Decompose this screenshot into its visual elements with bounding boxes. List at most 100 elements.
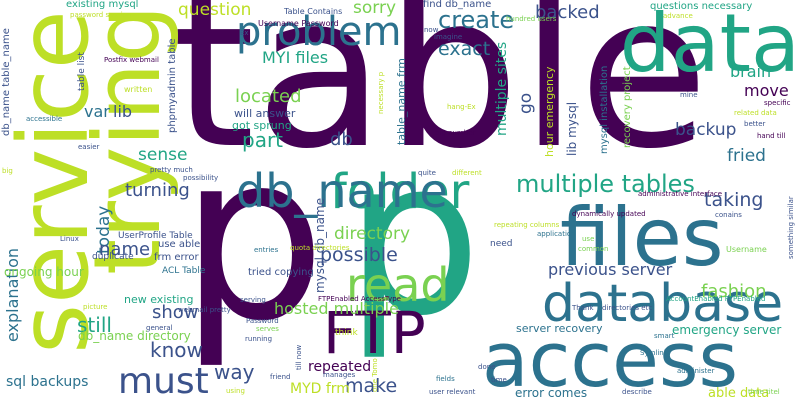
cloud-word: Password: [246, 317, 279, 325]
cloud-word: quota directories: [290, 244, 350, 252]
cloud-word: ACL Table: [162, 266, 206, 276]
cloud-word: general: [146, 324, 173, 332]
cloud-word: use: [582, 235, 595, 243]
cloud-word: AccountEnabled FTPEnabled: [666, 295, 766, 303]
cloud-word: table list: [77, 52, 87, 91]
cloud-word: Thank: [572, 304, 594, 312]
cloud-word: db: [330, 129, 353, 150]
cloud-word: db_name table_name: [1, 28, 12, 136]
cloud-word: backed: [535, 2, 600, 23]
cloud-word: existing mysql: [66, 0, 139, 10]
cloud-word: way: [214, 360, 255, 384]
cloud-word: frm error: [154, 252, 199, 263]
cloud-word: big number: [435, 129, 476, 137]
cloud-word: time: [491, 376, 507, 384]
cloud-word: smart: [654, 332, 675, 340]
cloud-word: sql backups: [6, 374, 89, 390]
cloud-word: manages: [323, 371, 356, 379]
cloud-word: lib: [113, 102, 133, 121]
cloud-word: located: [235, 86, 302, 107]
cloud-word: error comes: [515, 386, 588, 400]
cloud-word: p: [180, 105, 326, 372]
cloud-word: problem: [236, 9, 402, 55]
cloud-word: administer: [677, 367, 715, 375]
cloud-word: repeated: [308, 359, 372, 375]
cloud-word: go: [516, 92, 536, 114]
cloud-word: db_name directory: [78, 329, 191, 343]
cloud-word: entries: [254, 246, 279, 254]
cloud-word: serving: [240, 296, 266, 304]
cloud-word: webmail pretty: [178, 306, 231, 314]
cloud-word: Ex: [240, 29, 249, 37]
cloud-word: friend: [270, 373, 291, 381]
cloud-word: previous server: [548, 260, 673, 279]
cloud-word: one Tomo: [371, 358, 379, 392]
cloud-word: imagine: [434, 33, 463, 41]
cloud-word: got sprung: [232, 119, 292, 132]
cloud-word: now: [424, 26, 439, 34]
cloud-word: hand till: [757, 132, 786, 140]
cloud-word: UserProfile Table: [118, 231, 193, 241]
cloud-word: fashion: [701, 281, 767, 302]
cloud-word: name: [99, 239, 151, 260]
cloud-word: written: [124, 85, 153, 94]
cloud-word: possibility: [183, 174, 219, 182]
cloud-word: multiple tables: [516, 170, 695, 198]
cloud-word: common: [578, 245, 609, 253]
cloud-word: directory: [334, 224, 411, 244]
cloud-word: directories etc: [602, 304, 653, 312]
cloud-word: recovery project: [622, 66, 633, 148]
cloud-word: will answer: [234, 107, 296, 120]
cloud-word: show: [152, 302, 199, 323]
cloud-word: access: [482, 315, 739, 400]
cloud-word: repeating columns: [494, 221, 560, 229]
cloud-word: able data: [708, 386, 770, 400]
cloud-word: easier: [78, 143, 100, 151]
cloud-word: table_name frm: [395, 58, 408, 145]
cloud-word: picture: [83, 303, 108, 311]
cloud-word: something similar: [787, 196, 795, 259]
cloud-word: administrative interface: [638, 190, 723, 198]
cloud-word: must: [118, 361, 209, 400]
cloud-word: describe: [622, 388, 652, 396]
cloud-word: emergency server: [672, 323, 782, 337]
cloud-word: part: [242, 128, 284, 152]
cloud-word: ongoing hour: [4, 265, 84, 279]
cloud-word: know: [150, 338, 203, 362]
cloud-word: running: [245, 335, 273, 343]
cloud-word: database: [542, 274, 784, 334]
cloud-word: mysql installation: [599, 65, 610, 154]
cloud-word: files: [560, 191, 724, 284]
cloud-word: folder: [330, 164, 470, 220]
cloud-word: data: [619, 0, 800, 90]
cloud-word: Username Password: [258, 19, 339, 28]
cloud-word: find db_name: [423, 0, 492, 10]
cloud-word: think: [335, 328, 358, 338]
cloud-word: related data: [734, 109, 777, 117]
cloud-word: dynamically updated: [572, 210, 646, 218]
cloud-word: fried: [727, 146, 766, 166]
cloud-word: hour emergency: [543, 66, 556, 157]
cloud-word: time titel: [748, 388, 780, 396]
cloud-word: move: [744, 81, 789, 100]
cloud-word: sense: [138, 145, 188, 165]
cloud-word: quite: [418, 169, 436, 177]
cloud-word: need: [490, 239, 513, 249]
cloud-word: Symlink: [640, 349, 668, 357]
cloud-word: taking: [704, 189, 764, 211]
cloud-word: necessary p: [377, 71, 385, 114]
cloud-word: specific: [764, 99, 791, 107]
cloud-word: done: [478, 363, 496, 371]
cloud-word: password sessions: [70, 11, 136, 19]
cloud-word: duplicate: [92, 252, 134, 262]
cloud-word: serves: [256, 325, 279, 333]
cloud-word: better: [744, 120, 766, 128]
cloud-word: different: [452, 169, 482, 177]
cloud-word: exact: [438, 38, 491, 60]
cloud-word: phpmyadmin table: [167, 38, 178, 133]
cloud-word: pretty much: [150, 166, 193, 174]
cloud-word: read: [346, 258, 450, 312]
cloud-word: make: [345, 375, 398, 397]
cloud-word: server recovery: [516, 322, 603, 335]
